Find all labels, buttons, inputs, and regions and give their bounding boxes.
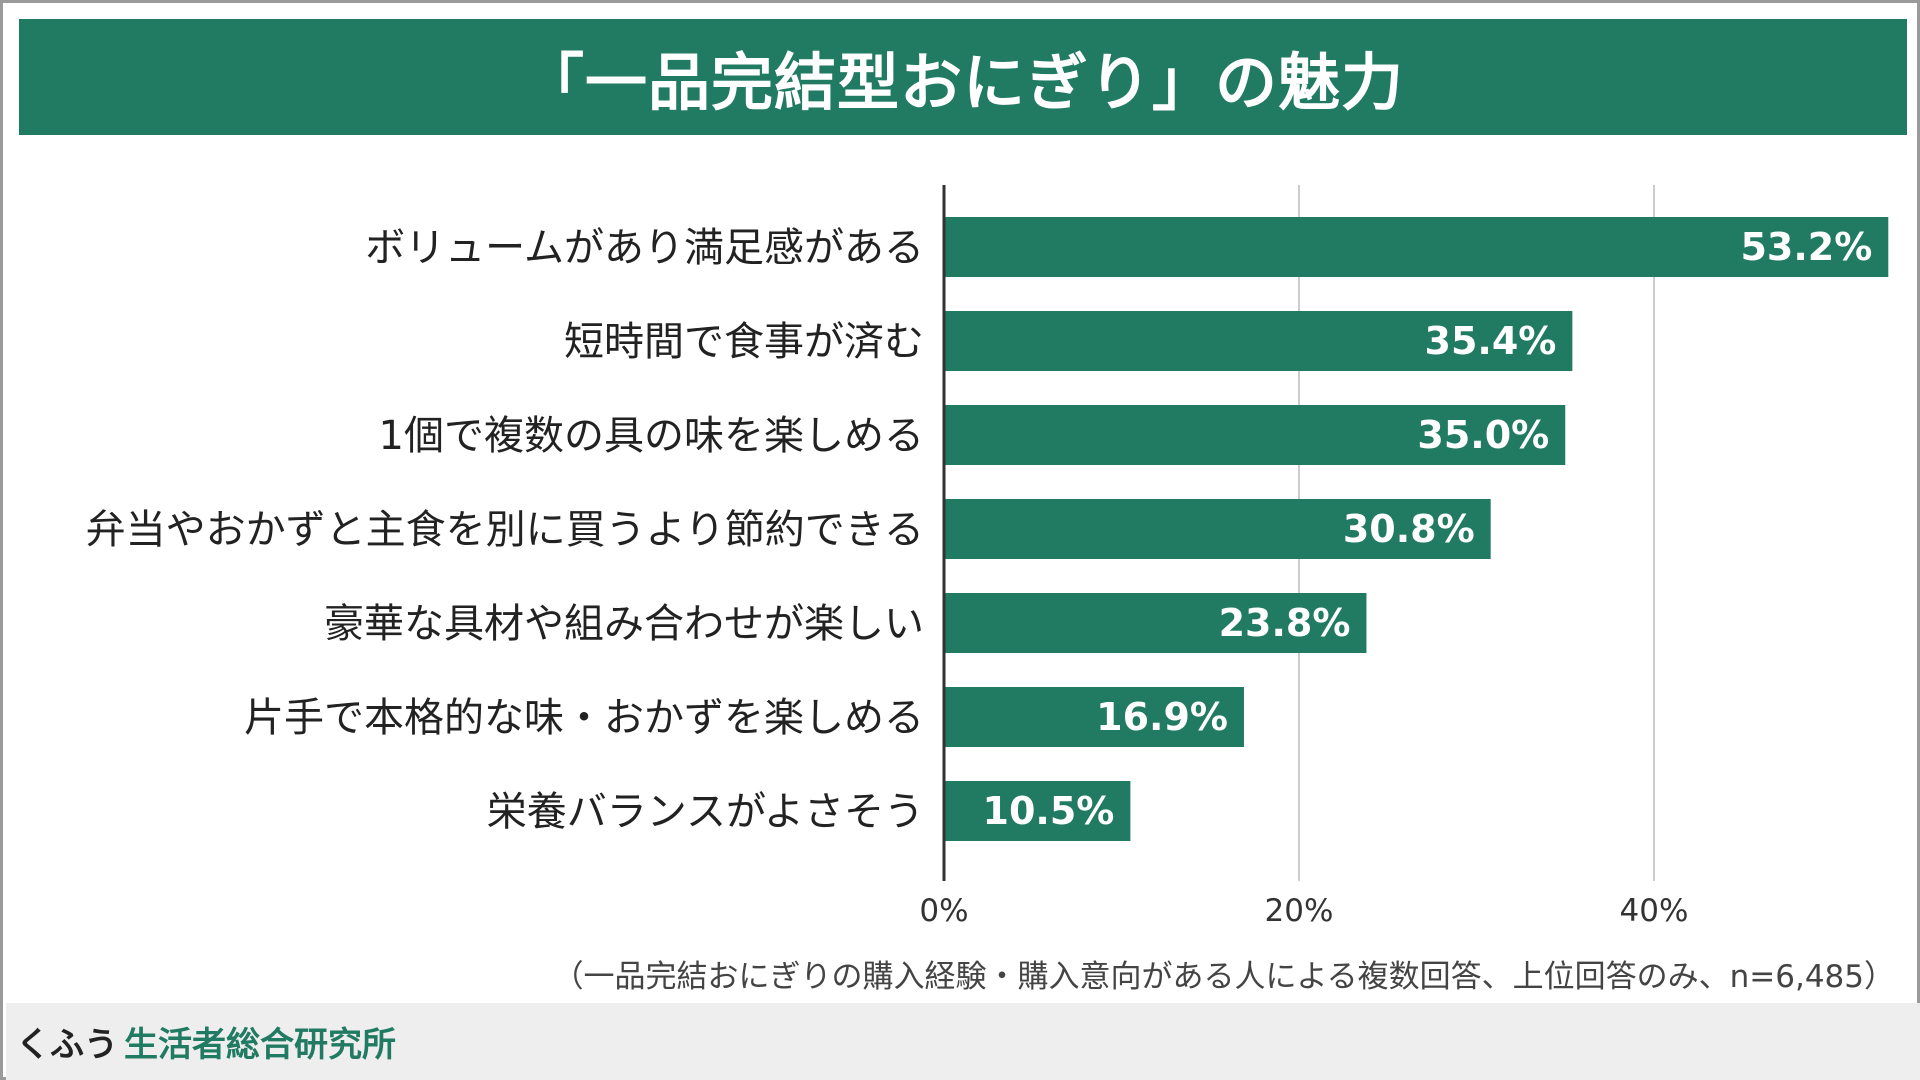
category-label: 弁当やおかずと主食を別に買うより節約できる (86, 507, 924, 553)
bar (944, 405, 1566, 465)
category-label: 短時間で食事が済む (564, 319, 924, 365)
x-tick-label: 40% (1620, 893, 1689, 929)
bar-chart: 53.2% ボリュームがあり満足感がある 35.4% 短時間で食事が済む 35.0% 1個… (86, 185, 1889, 929)
x-tick-label: 0% (919, 893, 968, 929)
bar (944, 499, 1491, 559)
footer: くふう 生活者総合研究所 (6, 1003, 1920, 1080)
value-label: 35.0% (1417, 413, 1549, 457)
brand-name: 生活者総合研究所 (124, 1025, 396, 1065)
category-label: 豪華な具材や組み合わせが楽しい (324, 601, 924, 647)
category-label: 栄養バランスがよさそう (487, 789, 924, 835)
value-label: 10.5% (983, 789, 1115, 833)
bar (944, 311, 1573, 371)
value-label: 30.8% (1343, 507, 1475, 551)
value-label: 35.4% (1425, 319, 1557, 363)
x-tick-label: 20% (1265, 893, 1334, 929)
bar (944, 781, 1131, 841)
chart-title: 「一品完結型おにぎり」の魅力 (521, 46, 1404, 119)
title-banner: 「一品完結型おにぎり」の魅力 (19, 19, 1907, 135)
category-label: 片手で本格的な味・おかずを楽しめる (244, 695, 924, 741)
bar (944, 217, 1889, 277)
category-label: ボリュームがあり満足感がある (365, 225, 924, 271)
brand-prefix: くふう (16, 1025, 118, 1065)
value-label: 53.2% (1740, 225, 1872, 269)
bar (944, 687, 1244, 747)
value-label: 16.9% (1096, 695, 1228, 739)
value-label: 23.8% (1219, 601, 1351, 645)
footnote: （一品完結おにぎりの購入経験・購入意向がある人による複数回答、上位回答のみ、n=… (552, 959, 1895, 995)
bar (944, 593, 1367, 653)
category-label: 1個で複数の具の味を楽しめる (379, 413, 924, 459)
